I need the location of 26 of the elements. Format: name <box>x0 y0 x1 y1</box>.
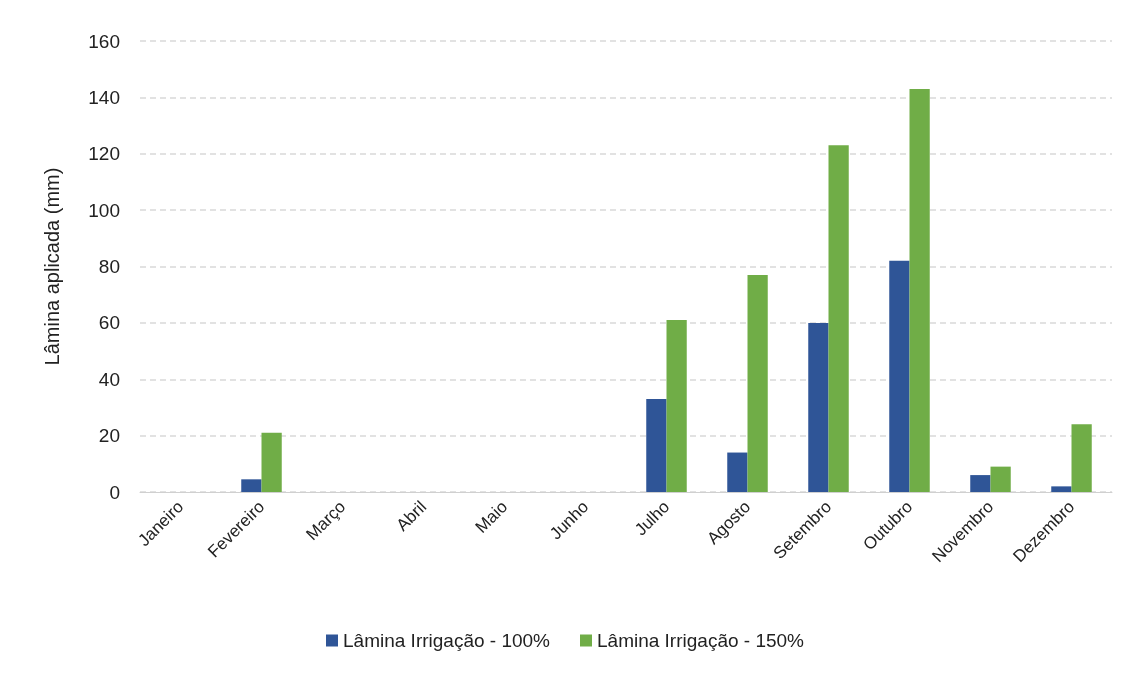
bar <box>970 475 991 492</box>
y-tick-label: 0 <box>109 481 120 503</box>
bar <box>747 274 768 492</box>
bar <box>727 452 748 492</box>
bar <box>241 479 262 492</box>
y-tick-label: 140 <box>88 86 120 108</box>
bar <box>261 432 282 492</box>
bar <box>666 320 687 492</box>
legend-label: Lâmina Irrigação - 100% <box>343 630 551 651</box>
y-tick-label: 20 <box>98 425 120 447</box>
bar <box>909 88 930 492</box>
y-tick-label: 80 <box>98 256 120 277</box>
y-tick-label: 120 <box>88 143 120 165</box>
bar <box>646 398 667 492</box>
bar <box>1051 486 1072 492</box>
y-axis-title: Lâmina aplicada (mm) <box>41 167 63 366</box>
bar <box>990 466 1011 492</box>
y-tick-label: 40 <box>98 368 120 390</box>
bar <box>828 145 849 492</box>
y-tick-label: 160 <box>88 30 120 52</box>
legend-label: Lâmina Irrigação - 150% <box>597 630 805 651</box>
bar <box>1071 424 1092 492</box>
y-tick-label: 100 <box>88 199 120 221</box>
bar <box>808 322 829 492</box>
y-tick-label: 60 <box>98 312 120 334</box>
bar <box>889 260 910 492</box>
